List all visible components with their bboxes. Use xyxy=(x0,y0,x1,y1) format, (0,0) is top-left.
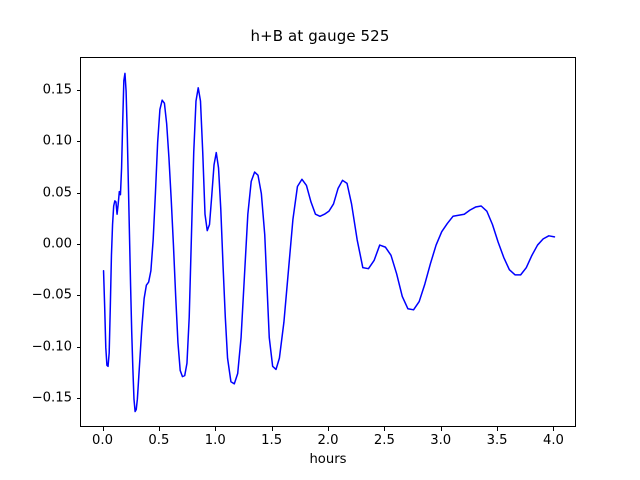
y-axis-tick-mark xyxy=(76,89,80,91)
x-axis-tick-label: 2.0 xyxy=(317,433,339,448)
y-axis-tick-mark xyxy=(76,244,80,246)
x-axis-tick-label: 4.0 xyxy=(542,433,564,448)
x-axis-tick-label: 2.5 xyxy=(373,433,395,448)
y-axis-tick-mark xyxy=(76,295,80,297)
chart-title: h+B at gauge 525 xyxy=(250,27,390,45)
x-axis-tick-mark xyxy=(158,427,160,431)
x-axis-tick-label: 3.5 xyxy=(486,433,508,448)
x-axis-tick-mark xyxy=(102,427,104,431)
y-axis-tick-label: −0.10 xyxy=(31,339,72,355)
x-axis-label: hours xyxy=(309,452,347,467)
line-chart-svg xyxy=(102,72,556,413)
y-axis-tick-label: −0.05 xyxy=(31,287,72,303)
x-axis-tick-mark xyxy=(440,427,442,431)
x-axis-tick-mark xyxy=(384,427,386,431)
x-axis-tick-mark xyxy=(553,427,555,431)
y-axis-tick-label: 0.10 xyxy=(42,133,72,149)
x-axis-tick-label: 3.0 xyxy=(430,433,452,448)
x-axis-tick-mark xyxy=(215,427,217,431)
x-axis-tick-label: 0.0 xyxy=(92,433,114,448)
plot-area xyxy=(80,57,576,427)
y-axis-tick-mark xyxy=(76,346,80,348)
x-axis-tick-mark xyxy=(328,427,329,431)
y-axis-tick-mark xyxy=(76,192,80,194)
y-axis-tick-mark xyxy=(76,398,80,400)
x-axis-tick-mark xyxy=(271,427,273,431)
y-axis-tick-label: 0.15 xyxy=(42,82,72,98)
x-axis-tick-mark xyxy=(497,427,499,431)
x-axis-tick-label: 0.5 xyxy=(148,433,170,448)
y-axis-tick-mark xyxy=(76,141,80,143)
y-axis-tick-label: 0.05 xyxy=(42,185,72,201)
data-series-line xyxy=(102,72,556,413)
y-axis-tick-label: −0.15 xyxy=(31,390,72,406)
x-axis-tick-label: 1.0 xyxy=(204,433,226,448)
x-axis-tick-label: 1.5 xyxy=(261,433,283,448)
y-axis-tick-labels: 0.15 0.10 0.05 0.00 −0.05 −0.10 −0.15 xyxy=(0,0,72,480)
y-axis-tick-label: 0.00 xyxy=(42,236,72,252)
